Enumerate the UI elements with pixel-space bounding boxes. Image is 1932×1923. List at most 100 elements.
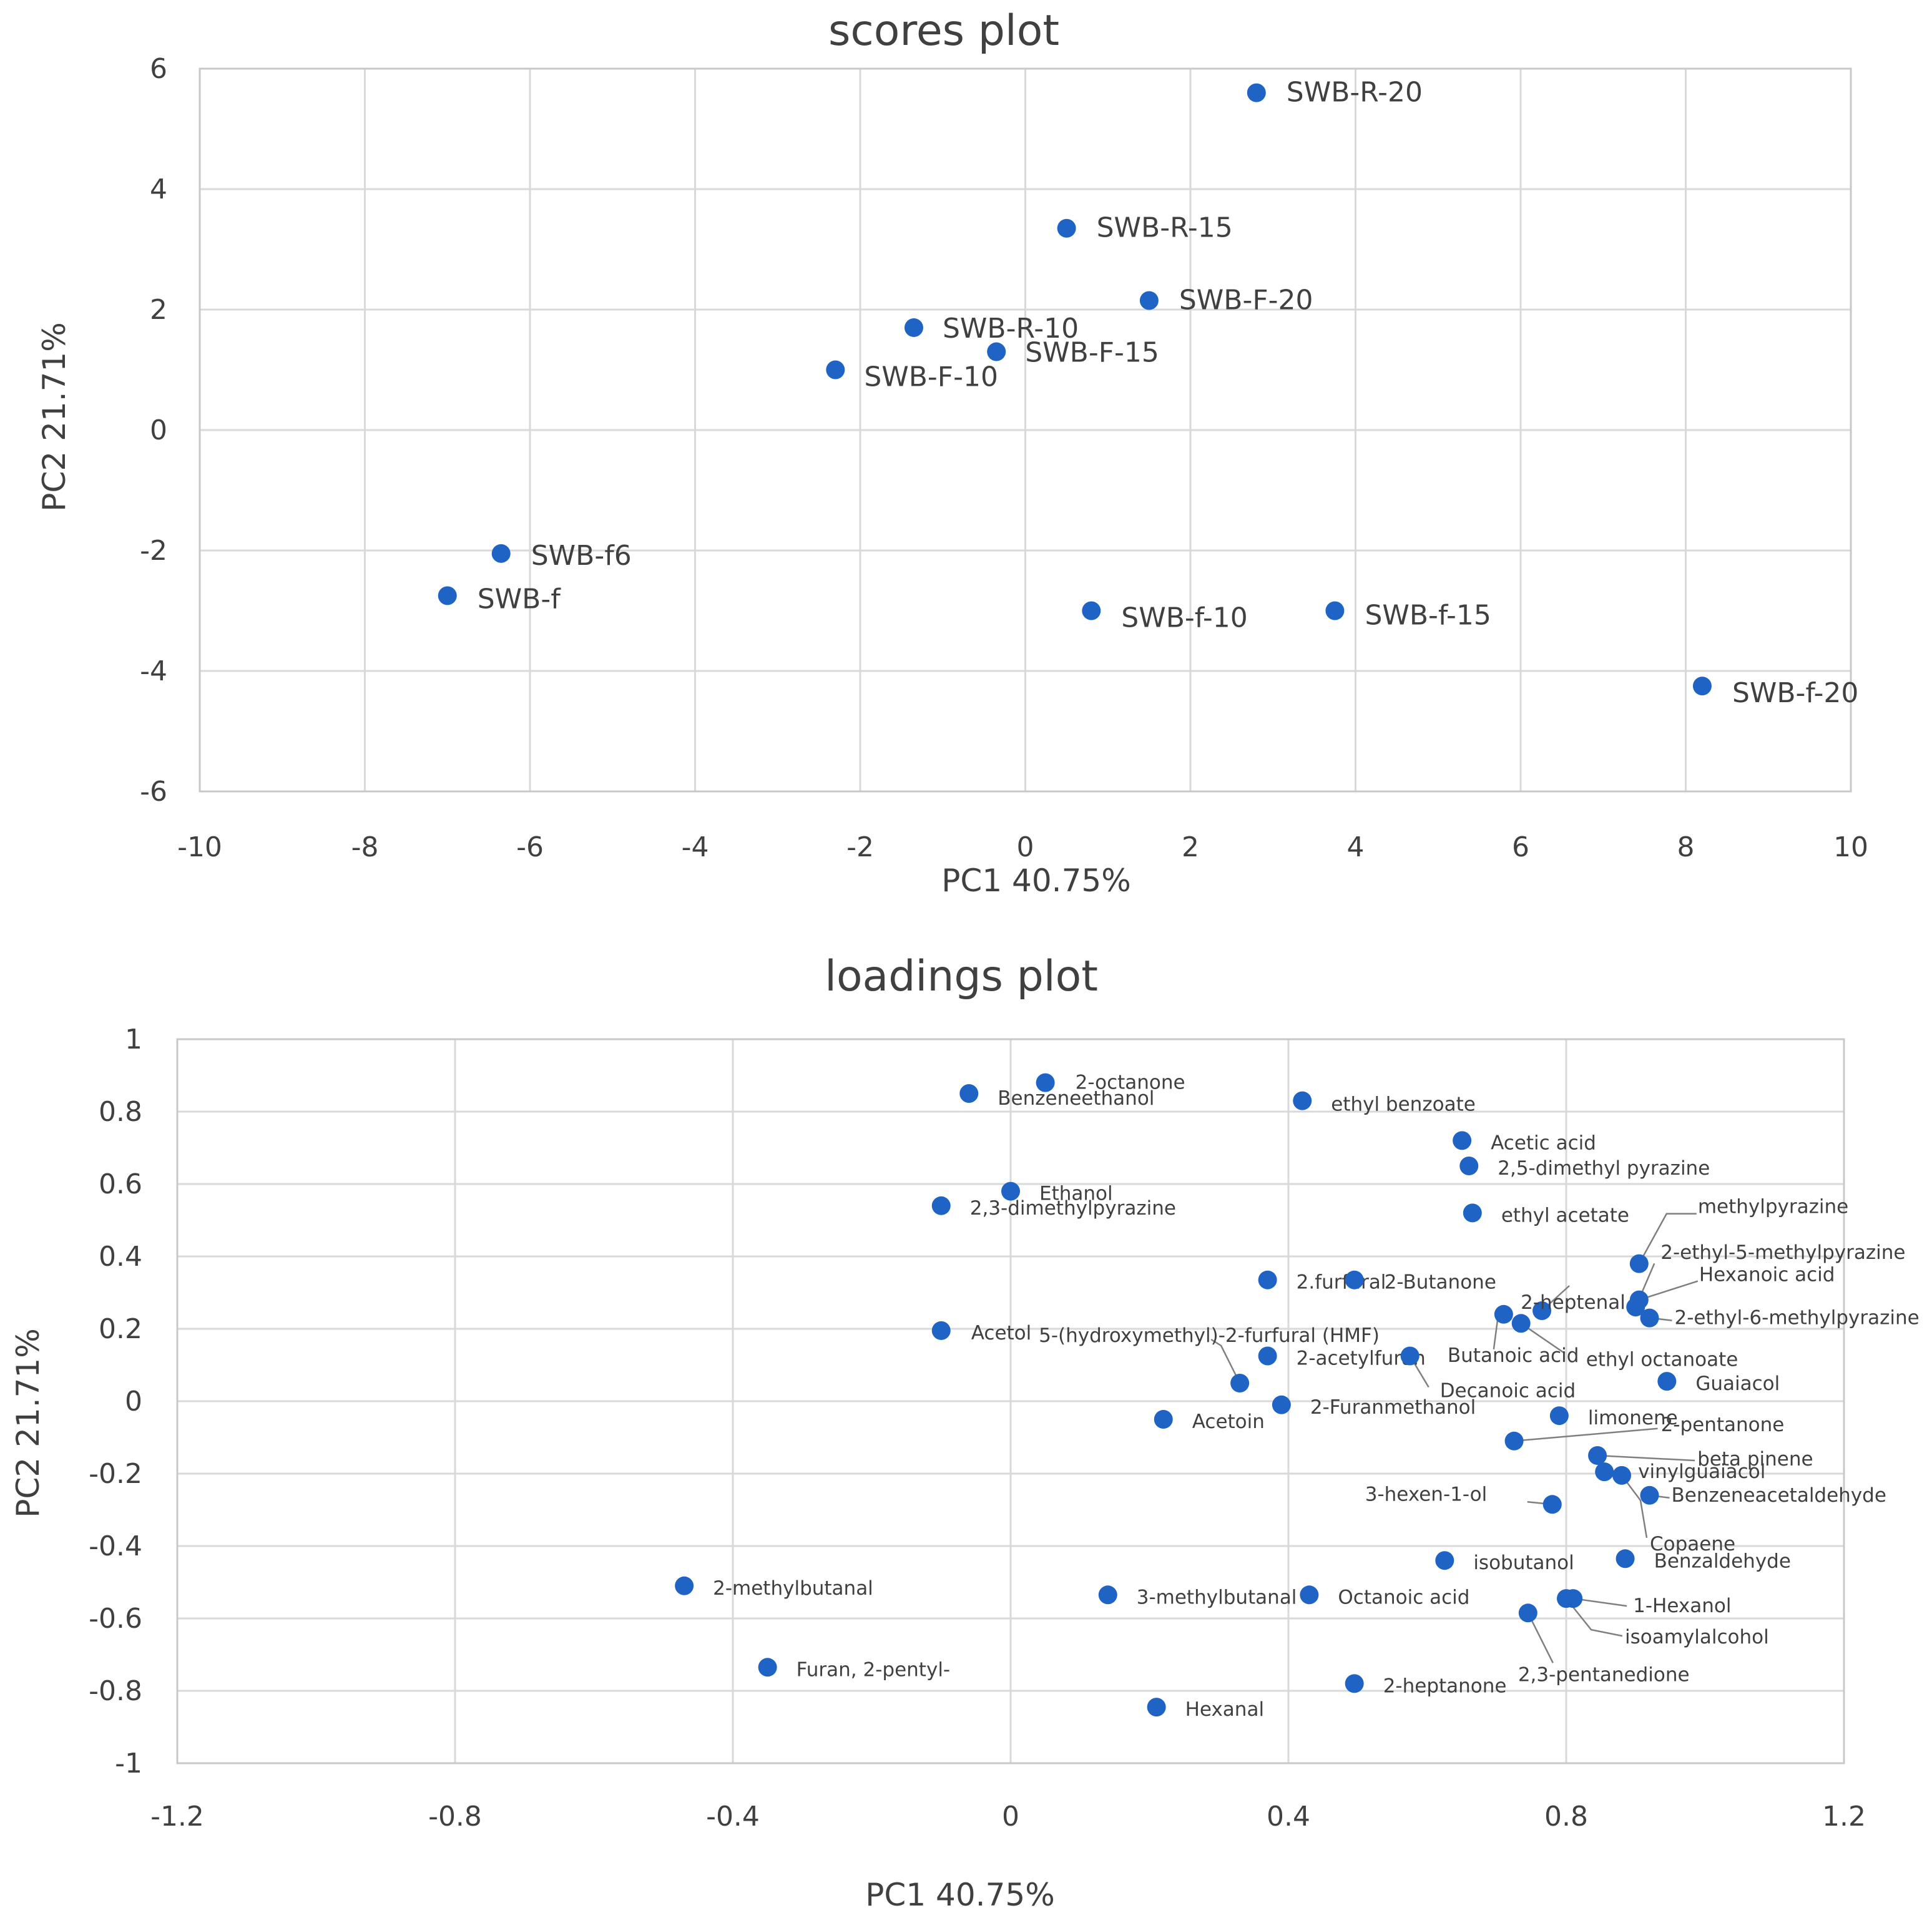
loadings-x-tick-label: 0.8: [1544, 1801, 1588, 1832]
loadings-point-butanoic-acid[interactable]: [1494, 1304, 1513, 1324]
loadings-point-label: limonene: [1588, 1407, 1678, 1429]
scores-point-swb-f-20[interactable]: [1692, 677, 1712, 696]
leader-line-hexanoic-acid: [1639, 1280, 1699, 1301]
loadings-point-label: Ethanol: [1039, 1183, 1113, 1205]
loadings-point-label: 2,5-dimethyl pyrazine: [1498, 1157, 1710, 1180]
loadings-point-2-pentanone[interactable]: [1504, 1431, 1524, 1451]
scores-point-swb-f-15[interactable]: [987, 342, 1006, 361]
loadings-point-2-3-pentanedione[interactable]: [1518, 1603, 1537, 1623]
loadings-x-tick-label: -0.8: [428, 1801, 482, 1832]
loadings-plot: loadings plot -1.2 -0.8 -0.4 0 0.4 0.8 1.2 -1 -0…: [10, 952, 1920, 1913]
scores-point-swb-r-20[interactable]: [1247, 83, 1266, 102]
loadings-point-label: 2-Furanmethanol: [1310, 1396, 1476, 1419]
scores-x-tick-label: -4: [682, 831, 709, 863]
loadings-point-2-butanone[interactable]: [1345, 1270, 1364, 1289]
scores-point-label: SWB-R-15: [1097, 212, 1233, 244]
loadings-y-tick-label: 0: [125, 1386, 142, 1417]
loadings-point-2-5-dimethyl-pyrazine[interactable]: [1459, 1157, 1479, 1175]
loadings-point-label: Decanoic acid: [1440, 1380, 1576, 1402]
loadings-x-tick-label: -0.4: [706, 1801, 760, 1832]
loadings-point-benzaldehyde[interactable]: [1616, 1549, 1635, 1568]
loadings-point-hexanal[interactable]: [1147, 1698, 1166, 1717]
loadings-point-vinylguaiacol[interactable]: [1595, 1462, 1614, 1482]
loadings-point-2-furfural[interactable]: [1258, 1270, 1277, 1289]
loadings-point-copaene[interactable]: [1612, 1465, 1631, 1485]
loadings-point-label: 3-hexen-1-ol: [1365, 1483, 1487, 1505]
loadings-x-tick-label: 0.4: [1267, 1801, 1310, 1832]
loadings-point-acetoin[interactable]: [1154, 1410, 1173, 1429]
scores-point-label: SWB-f6: [531, 540, 632, 572]
loadings-x-tick-label: 0: [1002, 1801, 1019, 1832]
loadings-point-2-heptenal[interactable]: [1532, 1301, 1552, 1320]
loadings-point-ethyl-benzoate[interactable]: [1293, 1091, 1312, 1110]
loadings-point-decanoic-acid[interactable]: [1400, 1346, 1420, 1366]
loadings-point-2-furanmethanol[interactable]: [1272, 1395, 1291, 1414]
scores-x-tick-label: 8: [1677, 831, 1695, 863]
loadings-point-label: 1-Hexanol: [1633, 1595, 1731, 1617]
leader-line-beta-pinene: [1597, 1454, 1695, 1462]
loadings-x-tick-label: -1.2: [150, 1801, 204, 1832]
loadings-point-2-3-dimethylpyrazine[interactable]: [931, 1196, 951, 1215]
loadings-point-isoamylalcohol[interactable]: [1557, 1589, 1576, 1608]
scores-x-tick-label: 2: [1182, 831, 1199, 863]
loadings-point-label: 5-(hydroxymethyl)-2-furfural (HMF): [1039, 1324, 1380, 1347]
scores-point-label: SWB-F-10: [864, 361, 998, 393]
loadings-point-ethanol[interactable]: [1001, 1182, 1020, 1201]
loadings-point-2-octanone[interactable]: [1036, 1073, 1055, 1092]
loadings-point-label: Benzeneacetaldehyde: [1672, 1484, 1886, 1507]
loadings-y-tick-label: 0.4: [99, 1241, 142, 1273]
loadings-y-tick-label: -0.2: [89, 1458, 142, 1490]
loadings-point-hexanoic-acid[interactable]: [1629, 1290, 1649, 1309]
scores-point-swb-r-10[interactable]: [904, 318, 923, 337]
loadings-point-acetol[interactable]: [931, 1321, 951, 1340]
loadings-point-acetic-acid[interactable]: [1453, 1131, 1472, 1150]
loadings-point-guaiacol[interactable]: [1657, 1372, 1677, 1391]
leader-line-2-pentanone: [1514, 1427, 1658, 1442]
loadings-point-label: 2-heptanone: [1383, 1675, 1507, 1697]
loadings-point-label: beta pinene: [1697, 1448, 1813, 1470]
loadings-point-ethyl-acetate[interactable]: [1463, 1203, 1482, 1223]
loadings-point-octanoic-acid[interactable]: [1300, 1585, 1319, 1605]
scores-point-label: SWB-F-15: [1025, 337, 1159, 369]
leader-line-copaene: [1621, 1475, 1648, 1539]
scores-point-swb-f-15[interactable]: [1325, 601, 1345, 620]
loadings-point-label: Acetol: [971, 1322, 1032, 1344]
loadings-point-methylpyrazine[interactable]: [1629, 1254, 1649, 1273]
loadings-y-tick-label: 0.8: [99, 1096, 142, 1128]
scores-point-swb-f-10[interactable]: [1082, 601, 1101, 620]
scores-point-swb-f6[interactable]: [491, 544, 511, 563]
loadings-point-limonene[interactable]: [1549, 1406, 1569, 1426]
loadings-point-benzeneethanol[interactable]: [959, 1084, 979, 1103]
loadings-point-label: Copaene: [1650, 1533, 1735, 1555]
loadings-point-3-hexen-1-ol[interactable]: [1542, 1495, 1562, 1514]
scores-y-tick-label: 6: [150, 53, 167, 85]
loadings-point-2-acetylfuran[interactable]: [1258, 1346, 1277, 1366]
loadings-point-benzeneacetaldehyde[interactable]: [1640, 1485, 1659, 1505]
loadings-y-tick-label: -1: [115, 1748, 142, 1779]
loadings-point-furan-2-pentyl[interactable]: [758, 1658, 777, 1677]
scores-point-swb-f[interactable]: [438, 586, 457, 605]
loadings-point-2-heptanone[interactable]: [1345, 1674, 1364, 1693]
loadings-point-2-ethyl-6-methylpyrazine[interactable]: [1640, 1308, 1659, 1328]
loadings-x-axis-title: PC1 40.75%: [865, 1877, 1054, 1913]
loadings-point-label: ethyl benzoate: [1331, 1094, 1476, 1116]
scores-y-tick-label: -6: [140, 776, 167, 808]
loadings-point-label: vinylguaiacol: [1638, 1461, 1765, 1483]
loadings-point-5-hydroxymethyl-2-furfural-hmf[interactable]: [1230, 1374, 1250, 1392]
scores-point-swb-f-10[interactable]: [826, 360, 845, 379]
loadings-point-label: Acetic acid: [1491, 1132, 1596, 1154]
loadings-x-tick-label: 1.2: [1822, 1801, 1866, 1832]
scores-x-tick-label: 10: [1833, 831, 1868, 863]
scores-point-swb-f-20[interactable]: [1139, 291, 1159, 310]
scores-point-label: SWB-F-20: [1179, 285, 1313, 316]
leader-line-5-hydroxymethyl-2-furfural-hmf: [1210, 1338, 1241, 1384]
scores-point-swb-r-15[interactable]: [1057, 218, 1076, 238]
loadings-point-beta-pinene[interactable]: [1588, 1446, 1607, 1465]
loadings-point-label: isobutanol: [1473, 1552, 1574, 1574]
loadings-point-3-methylbutanal[interactable]: [1098, 1585, 1117, 1605]
loadings-point-isobutanol[interactable]: [1435, 1551, 1454, 1570]
loadings-plot-area: [176, 1038, 1845, 1764]
loadings-point-2-methylbutanal[interactable]: [675, 1576, 694, 1595]
loadings-point-ethyl-octanoate[interactable]: [1511, 1314, 1531, 1333]
